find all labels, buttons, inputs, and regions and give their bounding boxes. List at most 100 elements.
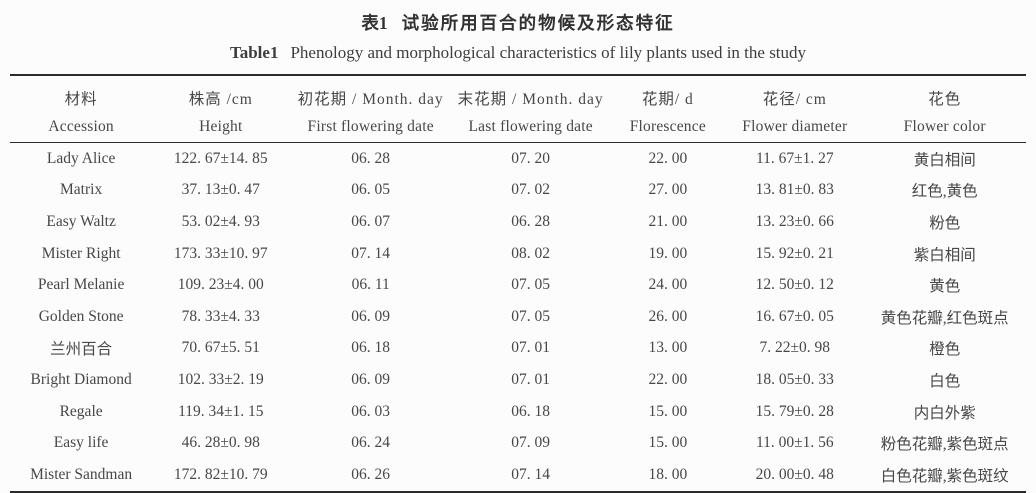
cell-first-flowering: 06. 11 xyxy=(351,276,390,294)
cell-height: 46. 28±0. 98 xyxy=(181,434,260,452)
table-row: Matrix 37. 13±0. 47 06. 05 07. 02 27. 00 13. … xyxy=(10,175,1026,207)
cell-height: 53. 02±4. 93 xyxy=(181,212,260,230)
cell-height: 70. 67±5. 51 xyxy=(181,339,260,357)
cell-flower-color: 橙色 xyxy=(929,341,961,359)
cell-florescence: 22. 00 xyxy=(648,370,688,388)
table-row: Bright Diamond 102. 33±2. 19 06. 09 07. 01 2… xyxy=(10,364,1026,396)
cell-flower-diameter: 7. 22±0. 98 xyxy=(759,339,831,357)
cell-first-flowering: 07. 14 xyxy=(351,244,391,262)
cell-florescence: 27. 00 xyxy=(648,181,688,199)
cell-accession: Mister Sandman xyxy=(30,465,133,483)
cell-flower-color: 粉色花瓣,紫色斑点 xyxy=(880,436,1009,454)
table-row: Mister Sandman 172. 82±10. 79 06. 26 07. 14… xyxy=(10,459,1026,492)
cell-florescence: 15. 00 xyxy=(648,434,688,452)
cell-accession: Pearl Melanie xyxy=(37,276,125,294)
table-row: Regale 119. 34±1. 15 06. 03 06. 18 15. 00 15.… xyxy=(10,396,1026,428)
table-row: 兰州百合 70. 67±5. 51 06. 18 07. 01 13. 00 7. 22±… xyxy=(10,333,1026,365)
cell-first-flowering: 06. 09 xyxy=(351,307,391,325)
cell-flower-diameter: 11. 00±1. 56 xyxy=(755,434,834,452)
table-title-en-text: Phenology and morphological characterist… xyxy=(290,43,807,62)
cell-last-flowering: 07. 14 xyxy=(511,465,551,483)
table-row: Lady Alice 122. 67±14. 85 06. 28 07. 20 22. … xyxy=(10,143,1026,175)
cell-flower-color: 黄色 xyxy=(929,278,961,296)
cell-flower-diameter: 16. 67±0. 05 xyxy=(755,307,834,325)
cell-florescence: 19. 00 xyxy=(648,244,688,262)
cell-height: 119. 34±1. 15 xyxy=(178,402,264,420)
col-header-accession-en: Accession xyxy=(10,112,153,143)
cell-height: 122. 67±14. 85 xyxy=(173,149,268,167)
cell-flower-color: 黄色花瓣,红色斑点 xyxy=(880,309,1009,327)
cell-flower-color: 白色 xyxy=(929,372,961,390)
cell-first-flowering: 06. 24 xyxy=(351,434,391,452)
table-title-zh: 表1 试验所用百合的物候及形态特征 xyxy=(10,10,1026,35)
cell-last-flowering: 06. 28 xyxy=(511,212,551,230)
cell-last-flowering: 06. 18 xyxy=(511,402,551,420)
col-header-flower-color-zh: 花色 xyxy=(928,91,962,108)
table-row: Easy life 46. 28±0. 98 06. 24 07. 09 15. 00 1… xyxy=(10,427,1026,459)
cell-first-flowering: 06. 26 xyxy=(351,465,391,483)
col-header-florescence-zh: 花期/ d xyxy=(641,91,694,108)
cell-flower-diameter: 13. 23±0. 66 xyxy=(755,212,834,230)
col-header-flower-diameter-zh: 花径/ cm xyxy=(762,91,827,108)
cell-flower-diameter: 20. 00±0. 48 xyxy=(755,465,834,483)
cell-flower-diameter: 15. 79±0. 28 xyxy=(755,402,834,420)
cell-florescence: 13. 00 xyxy=(648,339,688,357)
cell-accession: Golden Stone xyxy=(38,307,124,325)
cell-flower-diameter: 18. 05±0. 33 xyxy=(755,370,834,388)
cell-florescence: 21. 00 xyxy=(648,212,688,230)
col-header-first-flowering-en: First flowering date xyxy=(289,112,452,143)
cell-flower-color: 内白外紫 xyxy=(913,404,976,422)
cell-height: 78. 33±4. 33 xyxy=(181,307,260,325)
table-row: Mister Right 173. 33±10. 97 07. 14 08. 02 19… xyxy=(10,238,1026,270)
col-header-first-flowering-zh: 初花期 / Month. day xyxy=(297,91,444,108)
cell-flower-color: 黄白相间 xyxy=(913,151,976,169)
table-row: Easy Waltz 53. 02±4. 93 06. 07 06. 28 21. 00… xyxy=(10,206,1026,238)
col-header-florescence-en: Florescence xyxy=(609,112,727,143)
cell-first-flowering: 06. 05 xyxy=(351,181,391,199)
cell-flower-diameter: 12. 50±0. 12 xyxy=(755,276,834,294)
col-header-height-zh: 株高 /cm xyxy=(188,91,253,108)
cell-flower-color: 粉色 xyxy=(929,214,961,232)
cell-flower-diameter: 13. 81±0. 83 xyxy=(755,181,834,199)
col-header-last-flowering-zh: 末花期 / Month. day xyxy=(457,91,604,108)
cell-last-flowering: 07. 05 xyxy=(511,276,551,294)
cell-flower-diameter: 11. 67±1. 27 xyxy=(755,149,834,167)
cell-flower-color: 红色,黄色 xyxy=(911,183,978,201)
cell-florescence: 22. 00 xyxy=(648,149,688,167)
col-header-flower-color-en: Flower color xyxy=(863,112,1026,143)
table-row: Pearl Melanie 109. 23±4. 00 06. 11 07. 05 24… xyxy=(10,269,1026,301)
cell-height: 37. 13±0. 47 xyxy=(181,181,260,199)
cell-first-flowering: 06. 07 xyxy=(351,212,391,230)
cell-accession: Lady Alice xyxy=(46,149,116,167)
cell-last-flowering: 07. 20 xyxy=(511,149,551,167)
cell-height: 173. 33±10. 97 xyxy=(173,244,268,262)
cell-accession: Bright Diamond xyxy=(30,370,132,388)
col-header-last-flowering-en: Last flowering date xyxy=(451,112,610,143)
table-title-zh-text: 试验所用百合的物候及形态特征 xyxy=(401,13,675,33)
cell-last-flowering: 07. 02 xyxy=(511,181,551,199)
table-title-en: Table1 Phenology and morphological charac… xyxy=(10,43,1026,63)
cell-accession: Easy life xyxy=(53,434,109,452)
cell-flower-color: 紫白相间 xyxy=(913,246,976,264)
table-row: Golden Stone 78. 33±4. 33 06. 09 07. 05 26. … xyxy=(10,301,1026,333)
cell-last-flowering: 07. 05 xyxy=(511,307,551,325)
col-header-flower-diameter-en: Flower diameter xyxy=(726,112,864,143)
lily-phenology-table: 材料 株高 /cm 初花期 / Month. day 末花期 / Month. … xyxy=(10,74,1026,493)
cell-last-flowering: 07. 01 xyxy=(511,339,551,357)
col-header-accession-zh: 材料 xyxy=(64,91,98,108)
cell-first-flowering: 06. 09 xyxy=(351,370,391,388)
cell-accession: 兰州百合 xyxy=(50,341,113,359)
cell-first-flowering: 06. 28 xyxy=(351,149,391,167)
cell-first-flowering: 06. 18 xyxy=(351,339,391,357)
col-header-height-en: Height xyxy=(152,112,290,143)
table-header: 材料 株高 /cm 初花期 / Month. day 末花期 / Month. … xyxy=(10,75,1026,143)
header-row-zh: 材料 株高 /cm 初花期 / Month. day 末花期 / Month. … xyxy=(10,75,1026,112)
cell-flower-color: 白色花瓣,紫色斑纹 xyxy=(880,467,1009,485)
cell-last-flowering: 07. 01 xyxy=(511,370,551,388)
cell-florescence: 24. 00 xyxy=(648,276,688,294)
cell-first-flowering: 06. 03 xyxy=(351,402,391,420)
cell-height: 102. 33±2. 19 xyxy=(177,370,264,388)
cell-accession: Easy Waltz xyxy=(46,212,116,230)
cell-florescence: 26. 00 xyxy=(648,307,688,325)
